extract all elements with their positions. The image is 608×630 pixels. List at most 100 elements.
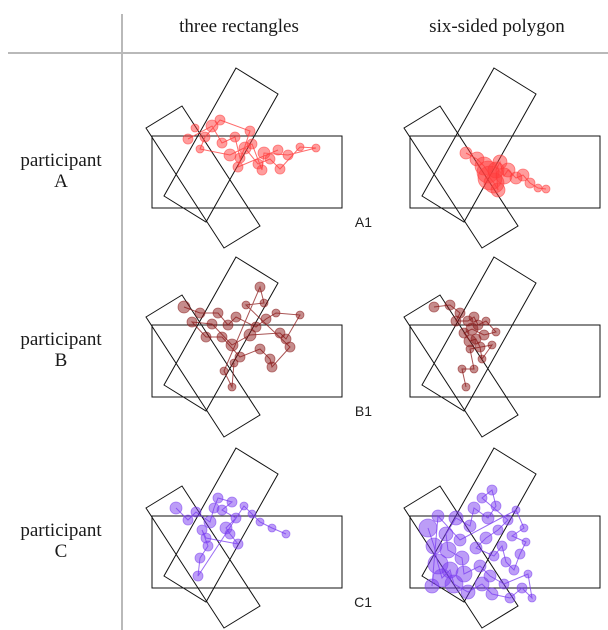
fixation-point <box>467 501 481 515</box>
fixation-point <box>524 177 536 189</box>
fixation-point <box>264 153 276 165</box>
fixation-point <box>460 584 476 600</box>
fixation-point <box>259 298 269 308</box>
stimulus-rectangle-3 <box>163 67 279 223</box>
fixation-point <box>541 184 551 194</box>
row-label-line1: participant <box>20 150 102 171</box>
fixation-point <box>498 578 510 590</box>
panel-c2-plot <box>403 447 601 629</box>
fixation-point <box>496 540 508 552</box>
fixation-point <box>229 131 241 143</box>
fixation-point <box>250 321 262 333</box>
fixation-point <box>224 528 236 540</box>
stimulus-rectangle-2 <box>403 294 519 438</box>
fixation-point <box>234 152 246 164</box>
fixation-point <box>295 310 305 320</box>
fixation-point <box>311 143 321 153</box>
fixation-point <box>474 341 486 353</box>
fixation-point <box>523 569 533 579</box>
fixation-point <box>194 552 206 564</box>
stimulus-rectangle-2 <box>145 485 261 629</box>
fixation-point <box>226 496 238 508</box>
fixation-point <box>272 144 284 156</box>
fixation-point <box>222 319 234 331</box>
fixation-point <box>255 517 265 527</box>
fixation-point <box>227 382 237 392</box>
column-header-three-rectangles: three rectangles <box>179 16 299 37</box>
fixation-point <box>490 182 506 198</box>
panel-a1-label: A1 <box>354 214 372 230</box>
fixation-point <box>481 316 491 326</box>
fixation-point <box>486 484 498 496</box>
row-label-line2: B <box>54 350 68 371</box>
fixation-point <box>230 311 242 323</box>
fixation-point <box>465 344 475 354</box>
stimulus-rectangle-3 <box>163 256 279 412</box>
panel-a1-plot <box>145 67 343 249</box>
fixation-point <box>516 168 530 182</box>
fixation-point <box>459 146 473 160</box>
stimulus-rectangle-1 <box>409 324 601 398</box>
fixation-point <box>225 338 239 352</box>
fixation-point <box>461 382 471 392</box>
fixation-point <box>229 358 239 368</box>
fixation-point <box>260 313 272 325</box>
row-label-participant-a: participant A <box>0 150 122 192</box>
fixation-point <box>481 511 495 525</box>
row-label-line2: A <box>54 171 68 192</box>
fixation-point <box>169 501 183 515</box>
fixation-point <box>271 308 281 318</box>
panel-a2-plot <box>403 67 601 249</box>
panel-a2: A2 <box>398 58 608 249</box>
fixation-point <box>473 559 487 573</box>
fixation-point <box>223 148 237 162</box>
panel-c1-label: C1 <box>354 594 372 610</box>
stimulus-rectangle-1 <box>151 135 343 209</box>
fixation-point <box>199 131 211 143</box>
row-label-participant-c: participant C <box>0 520 122 562</box>
row-label-line1: participant <box>20 520 102 541</box>
panel-c2: C2 <box>398 438 608 629</box>
fixation-point <box>177 300 191 314</box>
fixation-point <box>282 149 294 161</box>
fixation-point <box>239 501 249 511</box>
fixation-point <box>476 492 488 504</box>
fixation-point <box>200 331 212 343</box>
fixation-point <box>182 514 194 526</box>
fixation-point <box>256 164 268 176</box>
fixation-point <box>444 299 456 311</box>
fixation-point <box>425 537 443 555</box>
fixation-point <box>454 307 466 319</box>
fixation-point <box>247 509 257 519</box>
fixation-point <box>490 500 502 512</box>
panel-a1: A1 <box>140 58 380 249</box>
fixation-point <box>491 327 501 337</box>
fixation-point <box>472 319 484 331</box>
stimulus-rectangle-2 <box>145 294 261 438</box>
fixation-point <box>492 524 504 536</box>
fixation-point <box>438 526 454 542</box>
fixation-point <box>243 328 257 342</box>
fixation-point <box>463 519 477 533</box>
fixation-point <box>234 351 246 363</box>
fixation-point <box>284 341 296 353</box>
fixation-point <box>424 578 440 594</box>
panel-b1-label: B1 <box>354 403 372 419</box>
fixation-point <box>232 538 244 550</box>
fixation-point <box>488 550 500 562</box>
fixation-point <box>519 523 529 533</box>
fixation-point <box>500 556 512 568</box>
fixation-point <box>514 548 526 560</box>
fixation-point <box>506 530 518 542</box>
fixation-point <box>485 587 499 601</box>
fixation-point <box>216 137 228 149</box>
stimulus-rectangle-1 <box>151 515 343 589</box>
fixation-point <box>214 114 226 126</box>
fixation-point <box>295 142 305 152</box>
fixation-point <box>190 123 200 133</box>
fixation-point <box>521 537 531 547</box>
fixation-point <box>457 364 467 374</box>
column-header-six-sided-polygon: six-sided polygon <box>429 16 565 37</box>
fixation-point <box>202 540 214 552</box>
fixation-point <box>254 281 266 293</box>
